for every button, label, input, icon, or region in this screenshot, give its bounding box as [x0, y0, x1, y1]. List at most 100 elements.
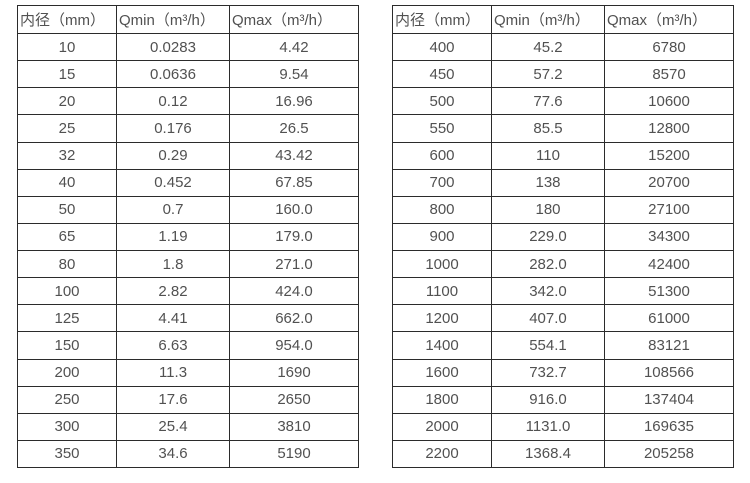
table-cell: 137404: [604, 385, 734, 414]
table-cell: 25.4: [116, 412, 230, 441]
table-cell: 342.0: [491, 277, 605, 306]
table-row: 15 0.0636 9.54: [17, 60, 359, 89]
flow-spec-table-right: 内径（mm） Qmin（m³/h） Qmax（m³/h） 400 45.2 6780…: [392, 5, 734, 469]
table-cell: 554.1: [491, 331, 605, 360]
table-row: 200 11.3 1690: [17, 358, 359, 387]
table-row: 100 2.82 424.0: [17, 277, 359, 306]
table-cell: 0.176: [116, 114, 230, 143]
table-cell: 229.0: [491, 222, 605, 252]
table-cell: 4.41: [116, 304, 230, 333]
table-cell: 100: [17, 277, 117, 306]
table-cell: 57.2: [491, 60, 605, 89]
table-cell: 500: [392, 87, 492, 116]
table-row: 450 57.2 8570: [392, 60, 734, 89]
table-row: 400 45.2 6780: [392, 32, 734, 62]
table-cell: 80: [17, 249, 117, 279]
table-cell: 2200: [392, 439, 492, 469]
table-row: 500 77.6 10600: [392, 87, 734, 116]
table-cell: 800: [392, 195, 492, 224]
table-cell: 205258: [604, 439, 734, 469]
table-cell: 2000: [392, 412, 492, 441]
table-cell: 300: [17, 412, 117, 441]
table-cell: 6.63: [116, 331, 230, 360]
table-row: 1200 407.0 61000: [392, 304, 734, 333]
table-cell: 10: [17, 32, 117, 62]
table-cell: 65: [17, 222, 117, 252]
table-row: 600 110 15200: [392, 141, 734, 170]
table-row: 300 25.4 3810: [17, 412, 359, 441]
table-cell: 20700: [604, 168, 734, 197]
table-cell: 600: [392, 141, 492, 170]
table-row: 50 0.7 160.0: [17, 195, 359, 224]
table-cell: 282.0: [491, 249, 605, 279]
table-cell: 51300: [604, 277, 734, 306]
table-cell: 1400: [392, 331, 492, 360]
table-cell: 25: [17, 114, 117, 143]
table-row: 40 0.452 67.85: [17, 168, 359, 197]
table-cell: 85.5: [491, 114, 605, 143]
table-cell: 0.452: [116, 168, 230, 197]
table-cell: 954.0: [229, 331, 359, 360]
table-cell: 350: [17, 439, 117, 469]
table-cell: 32: [17, 141, 117, 170]
table-cell: 400: [392, 32, 492, 62]
table-cell: 9.54: [229, 60, 359, 89]
table-row: 10 0.0283 4.42: [17, 32, 359, 62]
table-cell: 1368.4: [491, 439, 605, 469]
table-cell: 1.19: [116, 222, 230, 252]
table-cell: 34300: [604, 222, 734, 252]
table-cell: 271.0: [229, 249, 359, 279]
table-cell: 700: [392, 168, 492, 197]
table-cell: 11.3: [116, 358, 230, 387]
table-cell: 61000: [604, 304, 734, 333]
table-cell: 662.0: [229, 304, 359, 333]
table-cell: 10600: [604, 87, 734, 116]
table-row: 65 1.19 179.0: [17, 222, 359, 252]
table-row: 550 85.5 12800: [392, 114, 734, 143]
table-cell: 0.0283: [116, 32, 230, 62]
table-row: 1400 554.1 83121: [392, 331, 734, 360]
table-cell: 0.7: [116, 195, 230, 224]
table-cell: 900: [392, 222, 492, 252]
table-cell: 250: [17, 385, 117, 414]
table-cell: 180: [491, 195, 605, 224]
table-cell: 0.12: [116, 87, 230, 116]
table-cell: 17.6: [116, 385, 230, 414]
table-cell: 0.29: [116, 141, 230, 170]
table-cell: 1800: [392, 385, 492, 414]
table-cell: 1000: [392, 249, 492, 279]
table-cell: 4.42: [229, 32, 359, 62]
table-cell: 138: [491, 168, 605, 197]
table-row: 900 229.0 34300: [392, 222, 734, 252]
table-row: 80 1.8 271.0: [17, 249, 359, 279]
table-cell: 16.96: [229, 87, 359, 116]
table-cell: 50: [17, 195, 117, 224]
table-row: 2200 1368.4 205258: [392, 439, 734, 469]
table-cell: 1200: [392, 304, 492, 333]
table-cell: 2650: [229, 385, 359, 414]
table-cell: 3810: [229, 412, 359, 441]
table-row: 1000 282.0 42400: [392, 249, 734, 279]
table-row: 1800 916.0 137404: [392, 385, 734, 414]
table-row: 32 0.29 43.42: [17, 141, 359, 170]
column-header-qmax: Qmax（m³/h）: [229, 5, 359, 34]
table-cell: 160.0: [229, 195, 359, 224]
table-cell: 67.85: [229, 168, 359, 197]
table-cell: 40: [17, 168, 117, 197]
table-row: 125 4.41 662.0: [17, 304, 359, 333]
table-cell: 1.8: [116, 249, 230, 279]
table-cell: 110: [491, 141, 605, 170]
table-row: 25 0.176 26.5: [17, 114, 359, 143]
table-row: 700 138 20700: [392, 168, 734, 197]
table-cell: 34.6: [116, 439, 230, 469]
table-cell: 43.42: [229, 141, 359, 170]
table-cell: 200: [17, 358, 117, 387]
table-cell: 550: [392, 114, 492, 143]
table-cell: 407.0: [491, 304, 605, 333]
table-cell: 1600: [392, 358, 492, 387]
table-cell: 450: [392, 60, 492, 89]
table-cell: 83121: [604, 331, 734, 360]
table-cell: 179.0: [229, 222, 359, 252]
column-header-diameter: 内径（mm）: [392, 5, 492, 34]
table-cell: 77.6: [491, 87, 605, 116]
